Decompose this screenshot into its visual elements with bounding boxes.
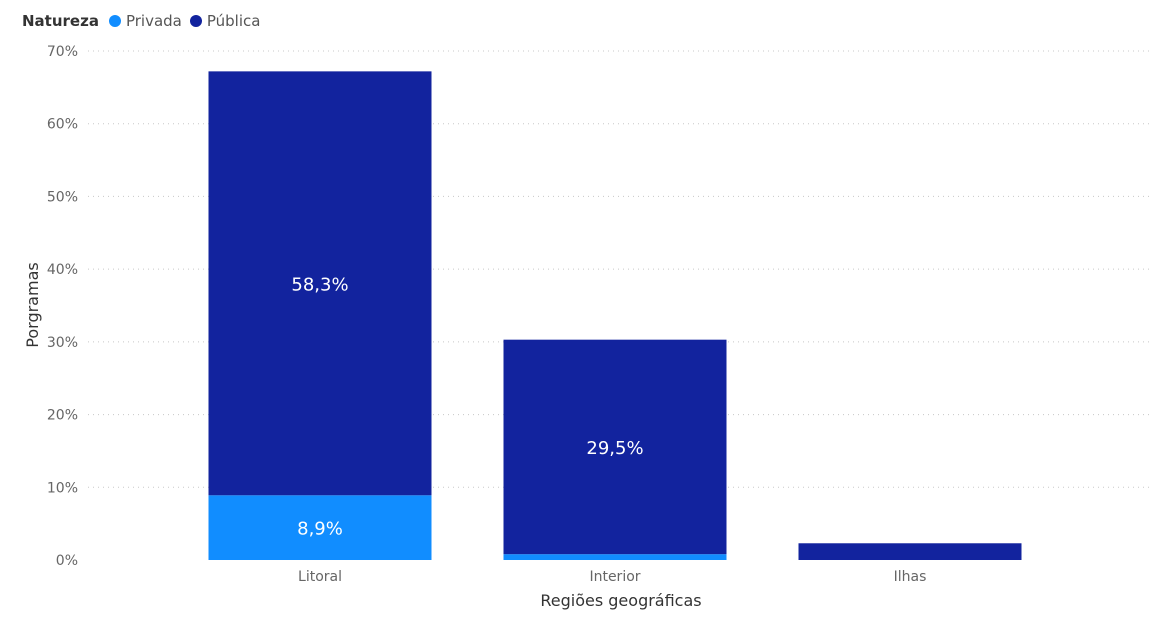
y-tick-label: 30%: [47, 335, 78, 351]
data-label: 29,5%: [586, 438, 643, 459]
y-tick-label: 60%: [47, 117, 78, 133]
bar-pblica-interior[interactable]: [503, 339, 727, 555]
legend-dot-privada-icon: [108, 15, 121, 27]
y-tick-label: 50%: [47, 189, 78, 205]
bar-privada-interior[interactable]: [503, 554, 727, 560]
legend-dot-publica-icon: [189, 15, 202, 27]
legend-label-publica: Pública: [206, 12, 261, 30]
chart-legend: Natureza Privada Pública: [22, 11, 268, 31]
y-tick-label: 70%: [47, 44, 78, 60]
bar-pblica-ilhas[interactable]: [798, 543, 1022, 560]
x-tick-label: Interior: [589, 569, 640, 585]
x-tick-label: Ilhas: [894, 569, 927, 585]
data-label: 58,3%: [291, 274, 348, 295]
y-tick-label: 0%: [56, 553, 78, 569]
y-axis-ticks: 0% 10% 20% 30% 40% 50% 60% 70%: [47, 44, 78, 569]
data-label: 8,9%: [297, 519, 343, 540]
bar-pblica-litoral[interactable]: [208, 71, 432, 496]
legend-item-publica[interactable]: Pública: [189, 12, 261, 30]
legend-title: Natureza: [22, 12, 99, 30]
y-tick-label: 40%: [47, 262, 78, 278]
y-tick-label: 20%: [47, 408, 78, 424]
legend-label-privada: Privada: [125, 12, 182, 30]
y-axis-title: Porgramas: [23, 262, 42, 347]
x-axis-title: Regiões geográficas: [540, 591, 701, 610]
x-tick-label: Litoral: [298, 569, 342, 585]
legend-item-privada[interactable]: Privada: [108, 12, 182, 30]
bars: [208, 71, 1022, 560]
y-tick-label: 10%: [47, 480, 78, 496]
bar-privada-litoral[interactable]: [208, 495, 432, 560]
x-axis-ticks: Litoral Interior Ilhas: [298, 569, 926, 585]
data-labels: 8,9% 58,3% 29,5%: [291, 274, 643, 539]
